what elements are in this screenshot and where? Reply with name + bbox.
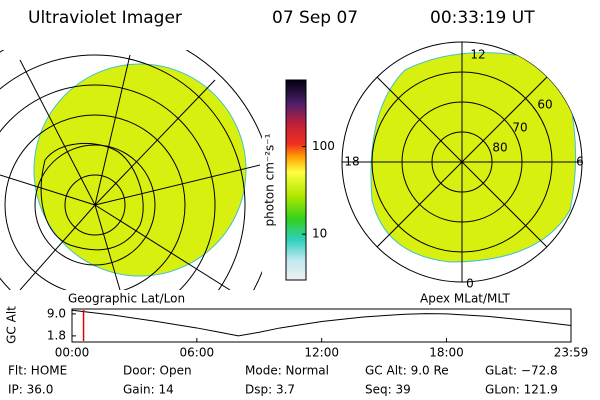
mlt-label: 0 [466, 277, 474, 291]
y-tick-label: 1.8 [47, 328, 66, 342]
status-field: Gain: 14 [123, 383, 174, 397]
x-tick-label: 12:00 [304, 346, 339, 360]
x-tick-label: 23:59 [554, 346, 589, 360]
mlt-label: 18 [344, 155, 359, 169]
mlat-label: 60 [537, 98, 552, 112]
altitude-ylabel: GC Alt [5, 306, 19, 344]
x-tick-label: 00:00 [55, 346, 90, 360]
status-field: GLat: −72.8 [485, 364, 558, 378]
status-field: Door: Open [123, 364, 192, 378]
instrument: Ultraviolet Imager [28, 8, 182, 28]
geographic-image [0, 50, 262, 290]
status-field: Mode: Normal [245, 364, 329, 378]
mlat-label: 80 [492, 141, 507, 155]
altitude-line [71, 309, 572, 337]
status-field: IP: 36.0 [8, 383, 53, 397]
colorbar [285, 79, 307, 281]
right-caption: Apex MLat/MLT [420, 292, 510, 306]
x-tick-label: 06:00 [180, 346, 215, 360]
time: 00:33:19 UT [430, 8, 535, 28]
status-field: GLon: 121.9 [485, 383, 558, 397]
magnetic-image [341, 41, 583, 283]
mlat-label: 70 [512, 121, 527, 135]
colorbar-tick-label: 10 [312, 227, 327, 241]
mlt-label: 6 [576, 155, 584, 169]
status-field: Seq: 39 [365, 383, 411, 397]
mlt-label: 12 [470, 48, 485, 62]
colorbar-tick-label: 100 [312, 139, 335, 153]
colorbar-label: photon cm⁻²s⁻¹ [263, 133, 277, 226]
status-field: Dsp: 3.7 [245, 383, 295, 397]
altitude-frame [71, 308, 572, 343]
status-field: Flt: HOME [8, 364, 67, 378]
x-tick-label: 18:00 [429, 346, 464, 360]
y-tick-label: 9.0 [47, 306, 66, 320]
status-field: GC Alt: 9.0 Re [365, 364, 449, 378]
left-caption: Geographic Lat/Lon [68, 292, 185, 306]
date: 07 Sep 07 [272, 8, 358, 28]
